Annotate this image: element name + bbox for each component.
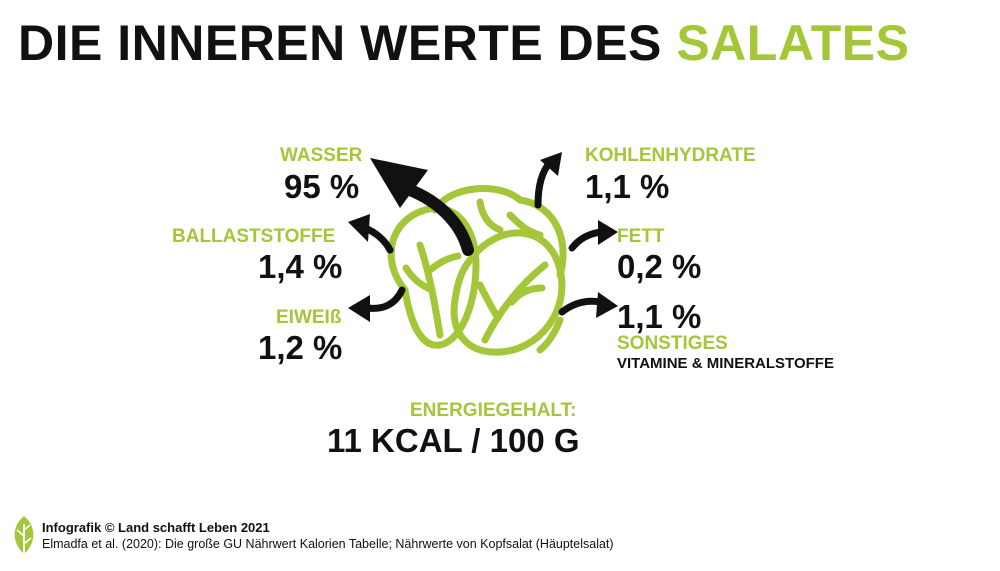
kohlenhydrate-arrow-icon — [534, 158, 554, 209]
lettuce-icon — [387, 185, 567, 356]
fett-value: 0,2 % — [617, 248, 702, 285]
wasser-arrowhead-icon — [370, 158, 428, 208]
wasser-arrow-icon — [404, 184, 474, 256]
leaf-logo-icon — [14, 516, 34, 554]
sonstiges-arrow-icon — [558, 297, 604, 316]
sonstiges-sub: VITAMINE & MINERALSTOFFE — [617, 355, 834, 372]
wasser-label: WASSER — [280, 145, 363, 166]
energy-value: 11 KCAL / 100 G — [327, 422, 580, 459]
arrows-group — [348, 152, 618, 322]
eiweiss-arrow-icon — [364, 286, 406, 312]
sonstiges-value: 1,1 % — [617, 298, 702, 335]
fett-arrow-icon — [568, 228, 606, 252]
kohlenhydrate-value: 1,1 % — [585, 168, 670, 205]
sonstiges-label: SONSTIGES — [617, 333, 728, 354]
footer-source: Elmadfa et al. (2020): Die große GU Nähr… — [42, 537, 614, 551]
kohlenhydrate-label: KOHLENHYDRATE — [585, 145, 756, 166]
wasser-value: 95 % — [284, 168, 360, 205]
eiweiss-value: 1,2 % — [258, 329, 343, 366]
fett-label: FETT — [617, 226, 665, 247]
title-accent: SALATES — [676, 15, 910, 71]
eiweiss-label: EIWEIß — [276, 307, 342, 328]
footer-credit: Infografik © Land schafft Leben 2021 — [42, 520, 270, 535]
title-main: DIE INNEREN WERTE DES — [18, 15, 662, 71]
energy-label: ENERGIEGEHALT: — [410, 400, 577, 421]
ballaststoffe-value: 1,4 % — [258, 248, 343, 285]
page-title: DIE INNEREN WERTE DES SALATES — [18, 18, 909, 68]
ballaststoffe-label: BALLASTSTOFFE — [172, 226, 336, 247]
